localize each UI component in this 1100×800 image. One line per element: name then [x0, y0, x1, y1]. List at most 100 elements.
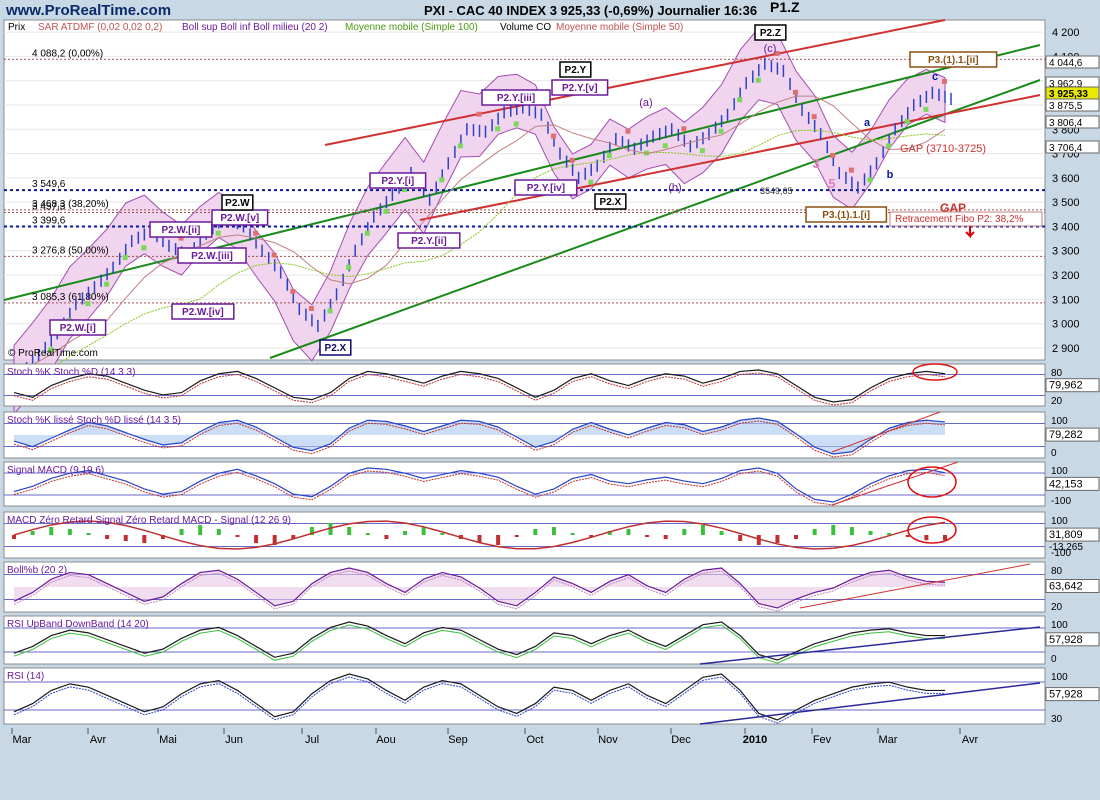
sar-dot [122, 255, 128, 260]
price-tag-label: 3 925,33 [1049, 89, 1088, 100]
histogram-bar [682, 529, 687, 535]
indicator-value-label: 79,962 [1049, 380, 1083, 392]
histogram-bar [142, 535, 147, 543]
indicator-y-tick: 100 [1051, 672, 1068, 683]
indicator-value-tag [1045, 427, 1100, 442]
sar-dot [85, 301, 91, 307]
price-tag-label: 3 806,4 [1049, 118, 1083, 129]
x-tick-label: Avr [90, 734, 107, 746]
annotation-box [397, 232, 461, 249]
histogram-bar [105, 535, 110, 539]
sar-dot [513, 121, 519, 127]
indicator-title: RSI UpBand DownBand (14 20) [7, 619, 149, 630]
signal-line [13, 372, 946, 406]
down-arrow-icon [965, 226, 975, 239]
x-tick-label: Oct [526, 734, 543, 746]
price-tag [1045, 140, 1100, 154]
annotation-wave-a: a [864, 117, 871, 129]
x-tick-label: Mar [13, 734, 32, 746]
indicator-panel-1: Stoch %K Stoch %D (14 3 3)80502079,962 [3, 363, 1100, 407]
indicator-value-tag [1045, 632, 1100, 647]
indicator-second-label: -13,265 [1049, 542, 1083, 553]
annotation-wave-b: b [887, 169, 894, 181]
annotation-c-paren: (c) [764, 43, 777, 55]
sar-dot [253, 230, 259, 236]
histogram-bar [700, 525, 705, 535]
annotation-label: P2.Y [565, 65, 587, 76]
sar-dot [811, 114, 817, 120]
annotation-label: P2.X [600, 197, 622, 208]
annotation-p2y: P2.Y [559, 61, 592, 78]
indicator-panel-bg [3, 667, 1046, 725]
annotation-p2w-i: P2.W.[i] [49, 319, 107, 336]
indicator-title: Boll%b (20 2) [7, 565, 67, 576]
sar-dot [402, 187, 408, 192]
annotation-fibo-retr: Retracement Fibo P2: 38,2% [895, 214, 1024, 225]
histogram-bar [589, 535, 594, 537]
indicator-value-tag [1045, 527, 1100, 542]
trendline-boll [799, 563, 1031, 609]
y-tick-label: 2 900 [1052, 343, 1080, 355]
histogram-bar [403, 531, 408, 535]
price-tag-label: 3 875,5 [1049, 101, 1083, 112]
indicator-value-label: 31,809 [1049, 529, 1083, 541]
indicator-y-tick: 100 [1051, 466, 1068, 477]
sar-dot [569, 157, 575, 163]
histogram-bar [943, 535, 947, 541]
annotation-box [171, 303, 235, 320]
histogram-bar [775, 535, 780, 543]
series-line [13, 567, 946, 609]
chart-title: PXI - CAC 40 INDEX 3 925,33 (-0,69%) Jou… [424, 3, 758, 18]
fibo-level-label: 3 549,6 [32, 179, 66, 190]
sar-dot [364, 230, 370, 236]
annotation-p3-ii: P3.(1).1.[ii] [909, 51, 998, 68]
annotation-p2y-iv: P2.Y.[iv] [514, 179, 578, 196]
indicator-panel-4: MACD Zéro Retard Signal Zéro Retard MACD… [3, 511, 1100, 559]
histogram-bar [533, 529, 538, 535]
channel-green-lower [269, 79, 1041, 359]
annotation-label: P2.W.[iii] [191, 251, 233, 262]
legend-boll: Boll sup Boll inf Boll milieu (20 2) [182, 22, 328, 33]
indicator-y-tick: 20 [1051, 602, 1063, 613]
annotation-p2y-i: P2.Y.[i] [369, 172, 427, 189]
histogram-bar [887, 533, 892, 535]
annotation-label: P2.Y.[iii] [497, 93, 535, 104]
histogram-bar [328, 523, 333, 535]
sar-dot [848, 167, 854, 173]
sar-dot [662, 143, 668, 149]
y-tick-label: 3 100 [1052, 294, 1080, 306]
annotation-p2x-mid: P2.X [594, 193, 627, 210]
sar-dot [737, 97, 743, 103]
series-line [13, 417, 946, 455]
legend-sar: SAR ATDMF (0,02 0,02 0,2) [38, 22, 162, 33]
annotation-box [319, 339, 352, 356]
annotation-p2w: P2.W [221, 194, 254, 211]
sar-dot [457, 143, 463, 149]
x-tick-label: Dec [671, 734, 691, 746]
sar-dot [141, 245, 147, 251]
sar-dot [178, 235, 184, 241]
x-tick-label: Sep [448, 734, 468, 746]
channel-red-lower [419, 94, 1041, 221]
histogram-bar [738, 535, 743, 541]
indicator-panel-bg [3, 615, 1046, 665]
signal-line [13, 420, 946, 458]
annotation-box [369, 172, 427, 189]
annotation-gap-range: GAP (3710-3725) [900, 143, 986, 155]
price-tag-label: 3 962,9 [1049, 79, 1083, 90]
histogram-bar [309, 527, 314, 535]
annotation-wave-c: c [932, 71, 938, 83]
annotation-label: P2.Y.[i] [381, 176, 414, 187]
histogram-bar [86, 533, 91, 535]
histogram-bar [365, 533, 370, 535]
legend-volume: Volume CO [500, 22, 551, 33]
site-name[interactable]: www.ProRealTime.com [6, 2, 172, 19]
indicator-value-tag [1045, 476, 1100, 491]
sar-dot [774, 51, 780, 56]
annotation-label: P3.(1).1.[i] [822, 210, 870, 221]
histogram-bar [30, 531, 35, 535]
histogram-bar [160, 535, 165, 539]
indicator-panel-bg [3, 363, 1046, 407]
fibo-level-label: 3 276,8 (50,00%) [32, 245, 109, 256]
